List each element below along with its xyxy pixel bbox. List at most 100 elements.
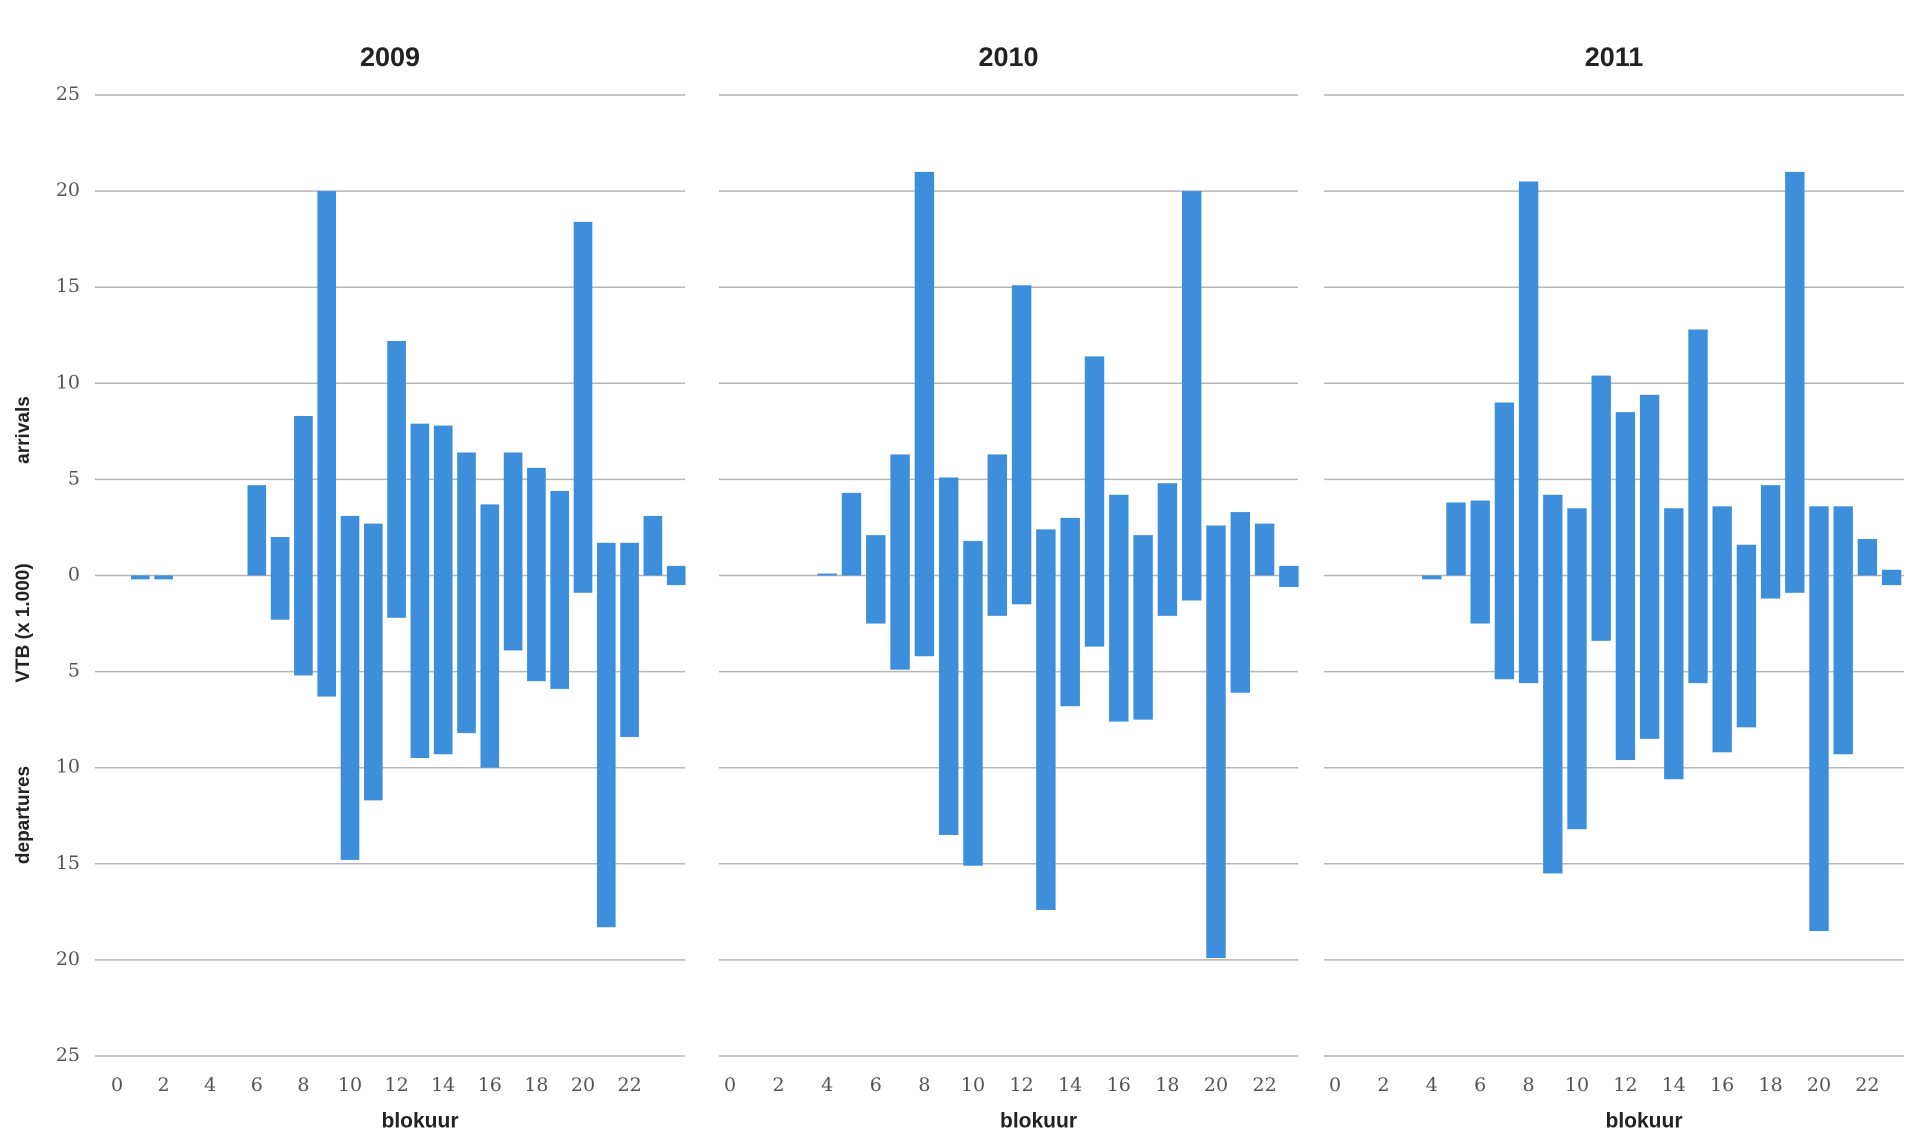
- bar: [363, 575, 383, 801]
- x-tick-label: 18: [1155, 1074, 1179, 1096]
- x-tick-label: 18: [524, 1074, 548, 1096]
- x-tick-label: 22: [1253, 1074, 1277, 1096]
- y-tick-label: 25: [56, 1044, 80, 1066]
- bar: [433, 575, 453, 755]
- x-tick-label: 10: [961, 1074, 985, 1096]
- x-tick-label: 6: [251, 1074, 263, 1096]
- bar: [1279, 565, 1299, 576]
- bar: [1591, 375, 1611, 576]
- bar: [1688, 575, 1708, 684]
- bar: [1809, 506, 1829, 576]
- bar: [387, 575, 406, 618]
- bar: [410, 423, 430, 576]
- bar: [890, 454, 910, 576]
- bar: [573, 221, 593, 576]
- bar: [457, 575, 476, 734]
- bar: [1785, 171, 1805, 576]
- bar: [914, 171, 935, 576]
- bar: [1109, 575, 1129, 722]
- x-tick-label: 20: [1807, 1074, 1831, 1096]
- x-tick-label: 8: [918, 1074, 930, 1096]
- bar: [987, 454, 1008, 576]
- bar: [1133, 535, 1153, 576]
- bar: [1543, 494, 1563, 576]
- bar: [938, 575, 959, 835]
- bar: [866, 535, 886, 576]
- bar: [1518, 181, 1539, 576]
- bar: [666, 565, 686, 576]
- bar: [1736, 544, 1757, 576]
- bar: [1760, 485, 1781, 576]
- x-tick-label: 20: [571, 1074, 595, 1096]
- bar: [1206, 525, 1226, 576]
- x-tick-label: 22: [1855, 1074, 1879, 1096]
- bar: [1011, 575, 1032, 605]
- x-tick-label: 14: [1662, 1074, 1686, 1096]
- bar: [890, 575, 910, 670]
- y-tick-label: 10: [56, 756, 80, 778]
- bar: [1230, 575, 1251, 693]
- bar: [1639, 394, 1660, 576]
- x-tick-label: 0: [724, 1074, 736, 1096]
- x-tick-label: 4: [1426, 1074, 1438, 1096]
- bar: [1230, 512, 1251, 576]
- bar: [270, 575, 290, 620]
- bar: [410, 575, 430, 759]
- y-tick-label: 15: [56, 852, 80, 874]
- x-tick-label: 8: [1523, 1074, 1535, 1096]
- bar: [1543, 575, 1563, 874]
- bar: [1664, 575, 1684, 780]
- bar: [340, 575, 360, 860]
- bar: [1494, 575, 1515, 680]
- bar: [527, 467, 546, 576]
- bar: [1809, 575, 1829, 932]
- bar: [503, 575, 523, 651]
- bar: [387, 341, 406, 576]
- x-tick-label: 16: [1710, 1074, 1734, 1096]
- y-tick-label: 0: [68, 564, 80, 586]
- bar: [130, 575, 150, 580]
- bar: [1833, 506, 1853, 576]
- y-tick-label: 5: [68, 467, 80, 489]
- bar: [433, 425, 453, 576]
- bar: [247, 485, 267, 576]
- x-tick-label: 20: [1204, 1074, 1228, 1096]
- bar: [1109, 494, 1129, 576]
- bar: [270, 537, 290, 576]
- x-tick-label: 12: [1010, 1074, 1034, 1096]
- bar: [294, 415, 313, 576]
- x-tick-label: 14: [431, 1074, 455, 1096]
- bar: [817, 573, 837, 576]
- bar: [1181, 191, 1202, 576]
- bar: [1494, 402, 1515, 576]
- bar: [1279, 575, 1299, 588]
- x-tick-label: 22: [618, 1074, 642, 1096]
- bar: [1881, 575, 1902, 586]
- x-tick-label: 16: [478, 1074, 502, 1096]
- bar: [1881, 569, 1902, 576]
- x-axis-label: blokuur: [382, 1110, 459, 1133]
- bar: [1615, 412, 1636, 576]
- bar: [1688, 329, 1708, 576]
- bar: [1615, 575, 1636, 761]
- x-tick-label: 14: [1058, 1074, 1082, 1096]
- bar: [457, 452, 476, 576]
- x-tick-label: 4: [204, 1074, 216, 1096]
- bar: [914, 575, 935, 657]
- bar: [963, 540, 983, 576]
- x-tick-label: 2: [773, 1074, 785, 1096]
- x-tick-label: 2: [1377, 1074, 1389, 1096]
- x-tick-label: 16: [1107, 1074, 1131, 1096]
- series-label: arrivals: [13, 396, 34, 464]
- y-tick-label: 10: [56, 371, 80, 393]
- bar: [1254, 523, 1275, 576]
- bar: [1157, 575, 1178, 616]
- bar: [1157, 483, 1178, 576]
- x-tick-label: 10: [1565, 1074, 1589, 1096]
- bar: [550, 490, 570, 576]
- bar: [154, 575, 173, 580]
- bar: [294, 575, 313, 676]
- x-tick-label: 6: [870, 1074, 882, 1096]
- bar: [596, 575, 616, 928]
- x-tick-label: 18: [1759, 1074, 1783, 1096]
